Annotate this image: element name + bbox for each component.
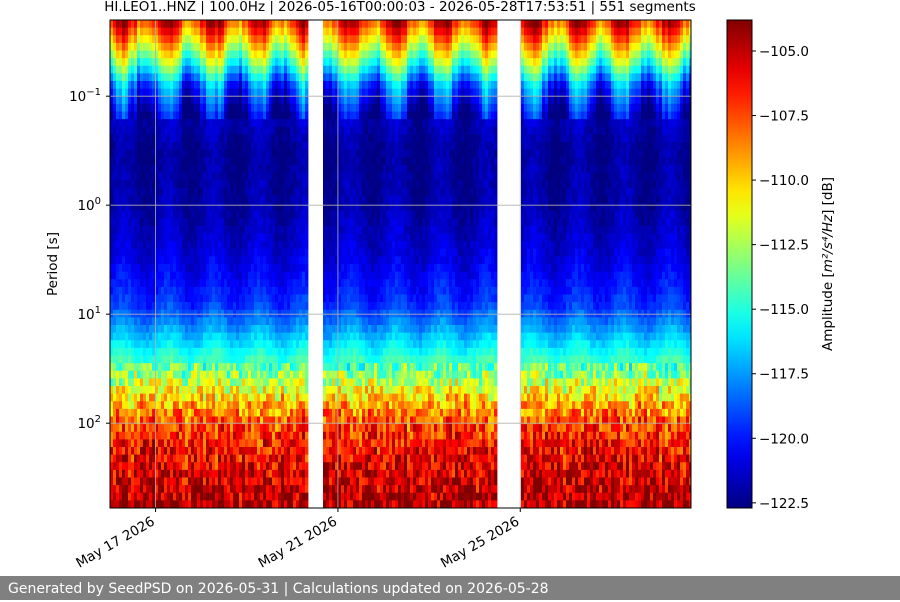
colorbar <box>727 20 752 508</box>
colorbar-tick-label: −122.5 <box>759 496 809 512</box>
x-tick-label: May 17 2026 <box>73 514 157 572</box>
x-tick-label: May 25 2026 <box>438 514 522 572</box>
x-axis: May 17 2026 May 21 2026 May 25 2026 <box>73 508 522 571</box>
chart-title: HI.LEO1..HNZ | 100.0Hz | 2026-05-16T00:0… <box>104 0 695 15</box>
colorbar-tick-label: −105.0 <box>759 44 809 60</box>
colorbar-tick-label: −107.5 <box>759 109 809 125</box>
colorbar-label: Amplitude [m²/s⁴/Hz] [dB] <box>820 177 836 351</box>
y-tick-label: 100 <box>77 196 101 214</box>
y-tick-label: 101 <box>77 305 101 323</box>
x-tick-label: May 21 2026 <box>256 514 340 572</box>
y-tick-label: 10−1 <box>69 87 101 105</box>
colorbar-tick-label: −112.5 <box>759 238 809 254</box>
footer-bar: Generated by SeedPSD on 2026-05-31 | Cal… <box>0 576 900 600</box>
spectrogram-heatmap <box>110 20 692 508</box>
colorbar-tick-label: −115.0 <box>759 302 809 318</box>
colorbar-tick-label: −117.5 <box>759 367 809 383</box>
colorbar-tick-label: −110.0 <box>759 173 809 189</box>
y-tick-label: 102 <box>77 414 101 432</box>
colorbar-ticks: −105.0 −107.5 −110.0 −112.5 −115.0 −117.5 −120… <box>752 44 809 512</box>
y-axis: 10−1 100 101 102 <box>69 87 110 432</box>
colorbar-tick-label: −120.0 <box>759 431 809 447</box>
y-axis-label: Period [s] <box>45 232 61 296</box>
